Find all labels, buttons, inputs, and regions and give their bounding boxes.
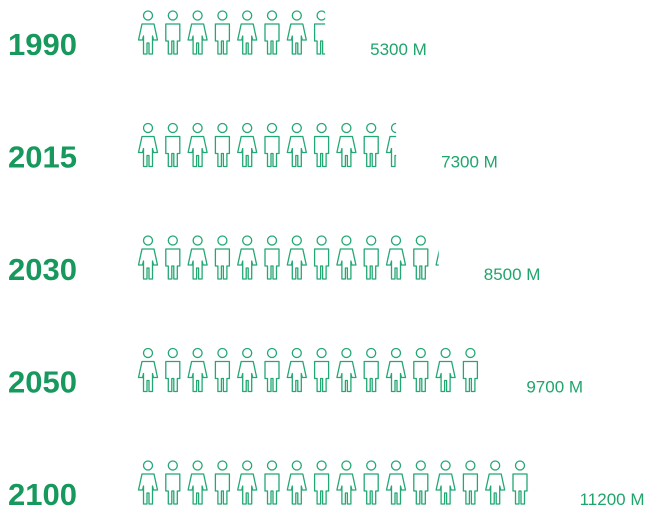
person-icon bbox=[137, 235, 159, 280]
person-icon bbox=[313, 10, 326, 55]
person-icon bbox=[336, 122, 357, 168]
person-icon bbox=[165, 347, 181, 393]
person-icon bbox=[363, 122, 379, 168]
person-icon bbox=[286, 122, 307, 168]
value-label: 8500 M bbox=[484, 265, 541, 284]
person-icon bbox=[286, 10, 307, 55]
person-icon bbox=[535, 461, 554, 504]
person-icon bbox=[313, 122, 330, 168]
value-label: 7300 M bbox=[441, 153, 498, 172]
year-label: 2030 bbox=[8, 252, 77, 287]
person-icon bbox=[214, 347, 231, 393]
person-icon bbox=[385, 235, 407, 280]
person-icon bbox=[512, 460, 528, 505]
person-icon bbox=[462, 347, 479, 393]
person-icon bbox=[313, 460, 330, 505]
icon-row bbox=[137, 235, 439, 280]
person-icon bbox=[485, 460, 506, 505]
person-icon bbox=[165, 235, 181, 280]
person-icon bbox=[363, 235, 379, 280]
person-icon bbox=[237, 10, 258, 55]
person-icon bbox=[264, 460, 280, 505]
person-icon bbox=[264, 347, 280, 393]
person-icon bbox=[336, 347, 357, 393]
person-icon bbox=[286, 460, 307, 505]
person-icon bbox=[214, 10, 231, 55]
person-icon bbox=[137, 460, 159, 505]
value-label: 11200 M bbox=[580, 490, 645, 509]
person-icon bbox=[214, 122, 231, 168]
year-label: 2100 bbox=[8, 477, 77, 512]
person-icon bbox=[165, 122, 181, 168]
person-icon bbox=[385, 122, 397, 168]
person-icon bbox=[237, 460, 258, 505]
person-icon bbox=[137, 122, 159, 168]
person-icon bbox=[264, 10, 280, 55]
person-icon bbox=[214, 235, 231, 280]
person-icon bbox=[137, 347, 159, 393]
value-label: 5300 M bbox=[370, 40, 427, 59]
person-icon bbox=[237, 347, 258, 393]
person-icon bbox=[435, 235, 439, 280]
person-icon bbox=[435, 460, 456, 505]
person-icon bbox=[187, 10, 208, 55]
person-icon bbox=[385, 460, 407, 505]
value-label: 9700 M bbox=[526, 378, 583, 397]
icon-row bbox=[137, 122, 397, 168]
person-icon bbox=[313, 347, 330, 393]
year-label: 2050 bbox=[8, 365, 77, 400]
person-icon bbox=[264, 235, 280, 280]
person-icon bbox=[413, 460, 429, 505]
person-icon bbox=[187, 347, 208, 393]
person-icon bbox=[165, 460, 181, 505]
person-icon bbox=[187, 460, 208, 505]
person-icon bbox=[286, 347, 307, 393]
person-icon bbox=[165, 10, 181, 55]
person-icon bbox=[137, 10, 159, 55]
person-icon bbox=[462, 460, 479, 505]
year-label: 1990 bbox=[8, 27, 77, 62]
icon-row bbox=[137, 460, 554, 505]
person-icon bbox=[313, 235, 330, 280]
person-icon bbox=[237, 235, 258, 280]
person-icon bbox=[435, 347, 456, 393]
year-label: 2015 bbox=[8, 140, 77, 175]
icon-row bbox=[137, 347, 479, 393]
person-icon bbox=[187, 122, 208, 168]
person-icon bbox=[363, 460, 379, 505]
person-icon bbox=[336, 460, 357, 505]
person-icon bbox=[413, 235, 429, 280]
person-icon bbox=[413, 347, 429, 393]
person-icon bbox=[363, 347, 379, 393]
person-icon bbox=[214, 460, 231, 505]
person-icon bbox=[187, 235, 208, 280]
icon-row bbox=[137, 10, 326, 55]
person-icon bbox=[264, 122, 280, 168]
person-icon bbox=[336, 235, 357, 280]
person-icon bbox=[237, 122, 258, 168]
person-icon bbox=[286, 235, 307, 280]
person-icon bbox=[385, 347, 407, 393]
